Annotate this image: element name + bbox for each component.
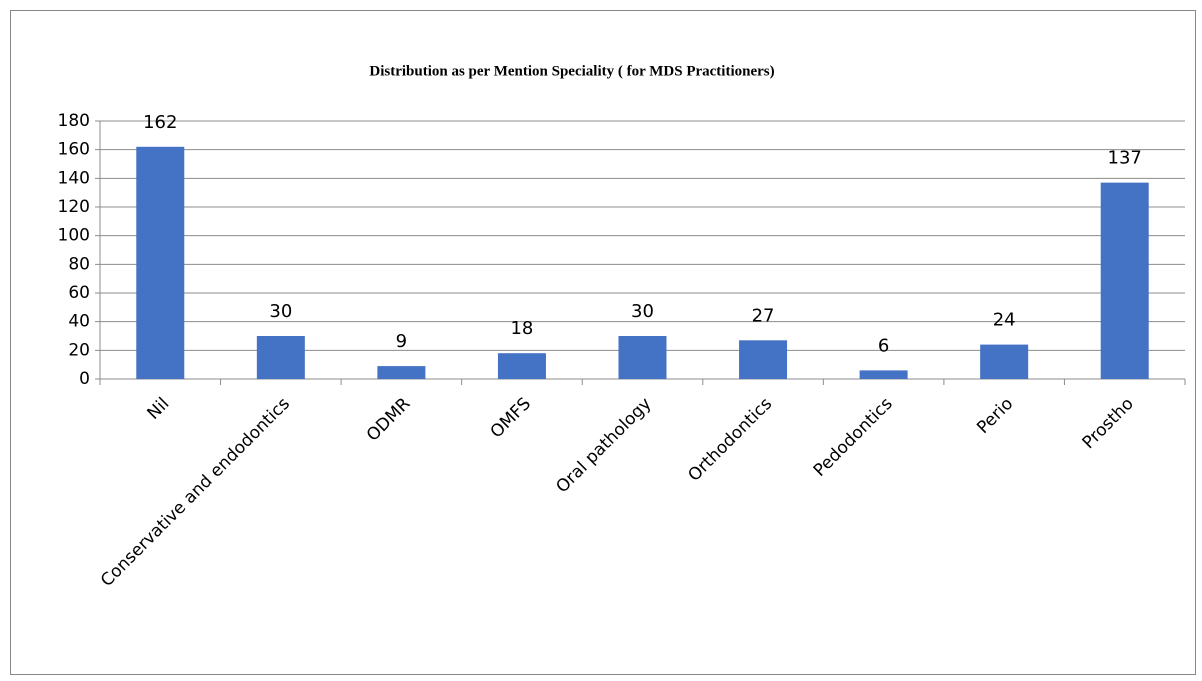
- bar: [497, 353, 546, 379]
- y-tick-label: 140: [58, 168, 90, 188]
- data-label: 24: [993, 310, 1016, 331]
- chart-title: Distribution as per Mention Speciality (…: [369, 63, 774, 79]
- data-label: 27: [752, 305, 775, 326]
- y-tick-label: 0: [79, 369, 90, 389]
- bar: [739, 340, 788, 379]
- bar: [859, 370, 908, 379]
- y-tick-label: 120: [58, 197, 90, 217]
- data-label: 137: [1108, 148, 1142, 169]
- y-tick-label: 20: [68, 340, 90, 360]
- y-tick-label: 60: [68, 283, 90, 303]
- y-tick-label: 160: [58, 140, 90, 160]
- y-tick-label: 40: [68, 312, 90, 332]
- bar: [136, 146, 185, 379]
- bar: [618, 336, 667, 379]
- data-label: 9: [396, 331, 407, 352]
- bar: [256, 336, 305, 379]
- bar: [980, 344, 1029, 379]
- bar: [1100, 182, 1149, 379]
- y-tick-label: 80: [68, 254, 90, 274]
- chart-frame: [10, 10, 1196, 675]
- y-tick-label: 180: [58, 111, 90, 131]
- data-label: 162: [143, 112, 177, 133]
- data-label: 6: [878, 335, 889, 356]
- y-tick-label: 100: [58, 226, 90, 246]
- data-label: 30: [631, 301, 654, 322]
- bar: [377, 366, 426, 379]
- data-label: 18: [510, 318, 533, 339]
- data-label: 30: [269, 301, 292, 322]
